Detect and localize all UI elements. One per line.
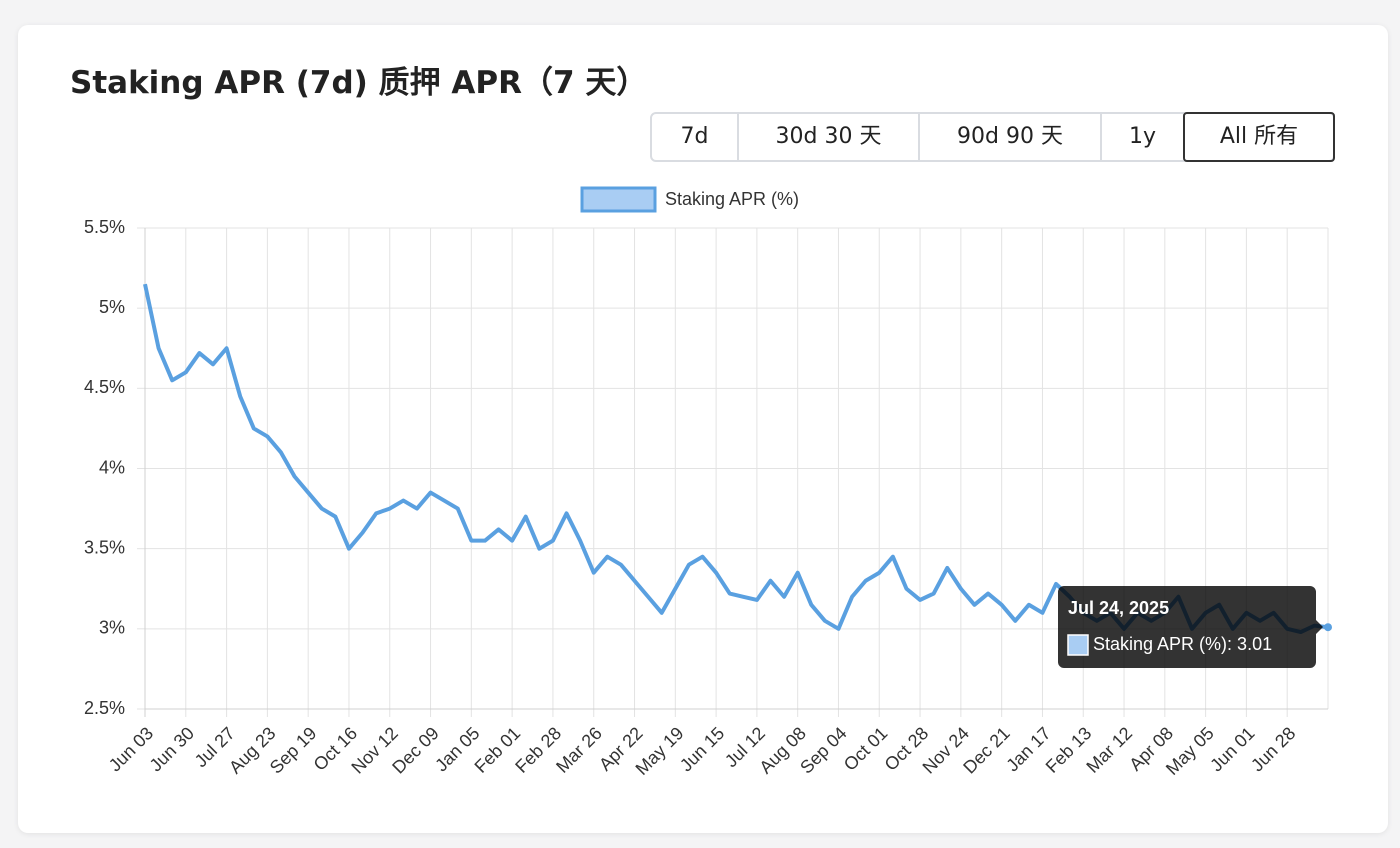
data-line: [143, 283, 1329, 635]
y-tick-label: 4%: [99, 457, 125, 477]
y-tick-label: 5%: [99, 297, 125, 317]
x-tick-label: Dec 09: [388, 723, 442, 777]
chart-title: Staking APR (7d) 质押 APR（7 天）: [70, 65, 648, 101]
x-tick-label: Jun 30: [146, 723, 198, 775]
y-tick-label: 4.5%: [84, 377, 125, 397]
tooltip-swatch: [1067, 634, 1089, 656]
y-tick-label: 3%: [99, 618, 125, 638]
tooltip-box: [1058, 586, 1323, 668]
y-tick-label: 5.5%: [84, 217, 125, 237]
legend-label: Staking APR (%): [665, 189, 799, 209]
legend-swatch: [580, 186, 657, 213]
hover-point: [1324, 623, 1332, 632]
range-button[interactable]: All 所有: [1183, 112, 1335, 162]
y-tick-label: 2.5%: [84, 698, 125, 718]
range-buttons: 7d 30d 30 天 90d 90 天 1y All 所有: [650, 112, 1335, 162]
x-tick-label: Jun 15: [676, 723, 728, 775]
x-tick-label: Mar 12: [1082, 723, 1136, 777]
range-button[interactable]: 7d: [652, 114, 739, 160]
y-tick-label: 3.5%: [84, 537, 125, 557]
range-button[interactable]: 30d 30 天: [739, 114, 920, 160]
x-tick-label: Sep 04: [796, 723, 850, 777]
x-tick-label: Jun 03: [105, 723, 157, 775]
tooltip-title: Jul 24, 2025: [1068, 598, 1169, 618]
x-tick-label: Sep 19: [266, 723, 320, 777]
x-tick-label: Dec 21: [959, 723, 1013, 777]
tooltip: Jul 24, 2025 Staking APR (%): 3.01: [1058, 586, 1323, 668]
x-tick-label: Oct 01: [840, 723, 892, 775]
range-button[interactable]: 90d 90 天: [920, 114, 1102, 160]
x-tick-label: Jun 28: [1247, 723, 1299, 775]
x-tick-label: Mar 26: [552, 723, 606, 777]
x-tick-label: Jun 01: [1206, 723, 1258, 775]
tooltip-label: Staking APR (%): 3.01: [1093, 634, 1272, 654]
